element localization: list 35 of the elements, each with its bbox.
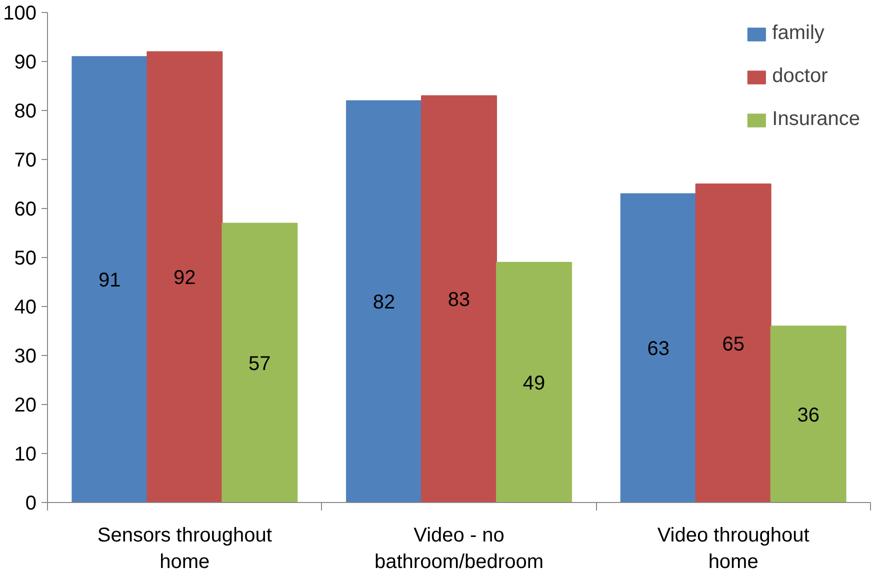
data-label: 91	[98, 270, 121, 292]
bar	[346, 100, 422, 502]
data-label: 65	[722, 333, 744, 356]
bar	[770, 326, 846, 502]
y-tick-label: 20	[14, 394, 37, 416]
bar	[695, 184, 772, 502]
bar	[146, 51, 223, 502]
bar	[620, 193, 696, 502]
y-tick-label: 60	[14, 198, 37, 220]
y-tick-label: 70	[14, 150, 37, 172]
data-label: 92	[174, 267, 196, 290]
data-label: 49	[522, 372, 546, 394]
y-tick-label: 40	[14, 296, 37, 318]
y-tick-label: 0	[25, 492, 36, 514]
bar	[72, 56, 148, 502]
bar	[222, 222, 298, 502]
data-label: 57	[248, 352, 271, 375]
y-tick-label: 10	[14, 444, 37, 466]
y-tick-label: 80	[14, 100, 37, 122]
y-tick-label: 100	[3, 2, 37, 24]
data-label: 63	[647, 338, 670, 360]
data-label: 83	[448, 289, 470, 312]
legend-label: doctor	[772, 65, 828, 88]
x-tick-label: Video - no bathroom/bedroom	[374, 524, 544, 573]
bar	[496, 262, 572, 502]
y-tick-label: 50	[14, 248, 37, 270]
bar	[421, 95, 497, 502]
x-tick-label: Video throughout home	[657, 524, 810, 573]
legend-label: family	[772, 22, 824, 45]
legend-label: Insurance	[772, 108, 860, 131]
data-label: 82	[372, 292, 396, 314]
y-tick-label: 90	[14, 52, 37, 74]
x-tick-label: Sensors throughout home	[97, 524, 272, 573]
y-tick-label: 30	[14, 346, 37, 368]
data-label: 36	[797, 404, 820, 426]
